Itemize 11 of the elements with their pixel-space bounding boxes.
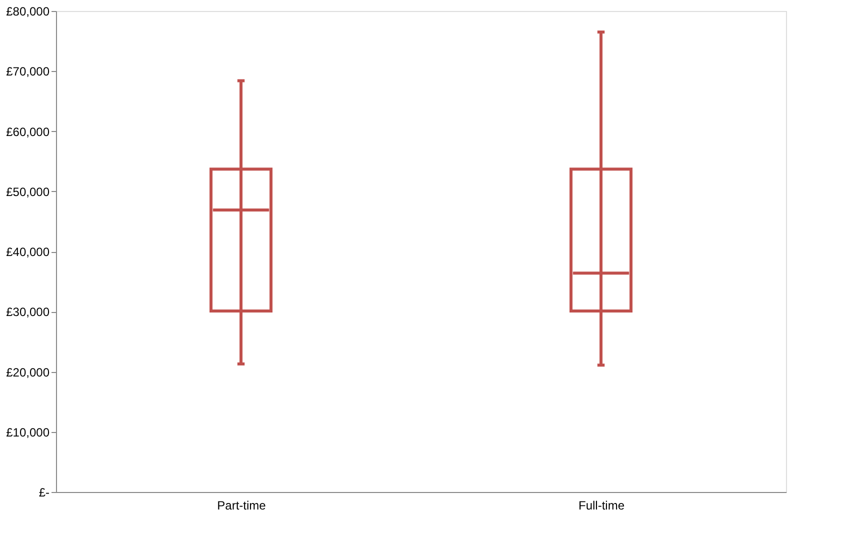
y-tick-label: £40,000 bbox=[6, 245, 50, 259]
y-tick-label: £10,000 bbox=[6, 425, 50, 440]
y-tick-label: £50,000 bbox=[6, 184, 50, 199]
x-tick-label: Part-time bbox=[217, 498, 266, 512]
y-tick-label: £70,000 bbox=[6, 64, 50, 79]
y-tick-label: £60,000 bbox=[6, 124, 50, 139]
y-tick-label: £- bbox=[38, 486, 50, 500]
x-tick-label: Full-time bbox=[578, 498, 625, 512]
y-tick-label: £80,000 bbox=[6, 4, 50, 18]
y-tick-label: £30,000 bbox=[6, 305, 50, 320]
y-tick-label: £20,000 bbox=[6, 365, 50, 380]
